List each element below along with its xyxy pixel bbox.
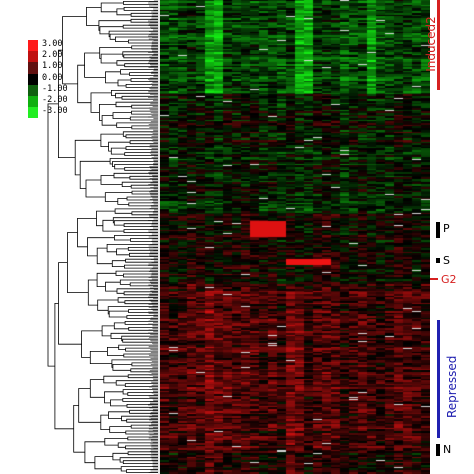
legend-label: -3.00 <box>42 106 68 117</box>
legend-swatch <box>28 107 38 119</box>
repressed-label: Repressed <box>445 355 459 418</box>
n-label: N <box>443 443 452 456</box>
induced2-label: Induced2 <box>424 16 438 72</box>
p-label: P <box>443 222 450 235</box>
legend-label: 3.00 <box>42 39 63 49</box>
legend-swatch <box>28 73 38 85</box>
p-bar <box>436 222 440 238</box>
legend-swatch <box>28 40 38 52</box>
dendrogram-branches <box>47 1 158 473</box>
legend-swatch <box>28 95 38 108</box>
n-bar <box>436 444 440 456</box>
s-bar <box>436 258 440 263</box>
legend-label: 1.00 <box>42 61 63 72</box>
legend-label: -1.00 <box>42 83 68 94</box>
heatmap-separator <box>158 0 160 474</box>
legend-swatch <box>28 51 38 63</box>
g2-bar <box>430 278 438 280</box>
g2-label: G2 <box>441 273 457 286</box>
expression-heatmap <box>160 0 430 474</box>
repressed-bar <box>437 320 440 438</box>
legend-label: 0.00 <box>42 72 63 83</box>
induced2-bar <box>437 0 440 90</box>
dendrogram-leaves <box>148 0 158 473</box>
legend-swatch <box>28 84 38 96</box>
legend-swatch <box>28 62 38 74</box>
legend-label: 2.00 <box>42 50 63 61</box>
legend-label: -2.00 <box>42 94 68 105</box>
s-label: S <box>443 254 450 267</box>
gene-dendrogram <box>47 0 158 473</box>
